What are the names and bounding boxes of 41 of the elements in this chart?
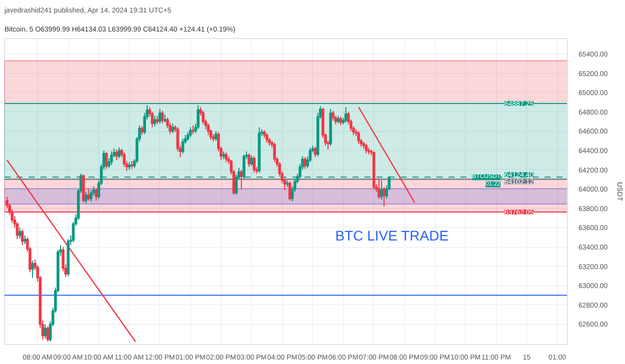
candlestick <box>202 110 205 125</box>
candlestick <box>31 260 34 278</box>
candlestick <box>110 150 113 166</box>
candlestick <box>189 126 192 138</box>
candlestick <box>304 156 306 170</box>
candlestick <box>240 169 243 190</box>
candlestick <box>122 152 126 168</box>
candlestick <box>273 142 276 163</box>
candlestick <box>224 152 228 163</box>
candlestick <box>252 156 256 174</box>
candlestick <box>344 106 348 123</box>
candlestick <box>44 324 47 340</box>
candlestick <box>118 147 121 159</box>
candlestick <box>364 143 368 154</box>
candlestick <box>266 132 268 144</box>
candlestick <box>380 180 383 200</box>
candlestick <box>357 130 360 144</box>
candlestick <box>171 122 174 134</box>
candlestick <box>18 227 22 239</box>
candlestick <box>248 152 250 168</box>
candlestick <box>161 110 164 124</box>
candlestick <box>332 110 335 122</box>
candlestick <box>20 229 24 246</box>
candlestick <box>46 326 50 342</box>
candlestick <box>105 152 108 170</box>
candlestick <box>115 149 118 161</box>
candlestick <box>150 111 154 128</box>
candlestick <box>206 122 210 136</box>
candlestick <box>314 146 317 158</box>
candlestick <box>84 191 88 204</box>
candlestick <box>168 122 172 135</box>
candlestick <box>181 138 184 154</box>
candlestick <box>158 108 162 124</box>
candlestick <box>90 190 93 202</box>
candlestick <box>153 115 156 127</box>
candlestick <box>378 178 380 200</box>
candlestick <box>382 186 386 207</box>
candlestick <box>94 188 98 202</box>
candlestick <box>250 154 253 166</box>
candlestick <box>214 130 218 142</box>
annotation: BTC LIVE TRADE <box>335 227 449 244</box>
